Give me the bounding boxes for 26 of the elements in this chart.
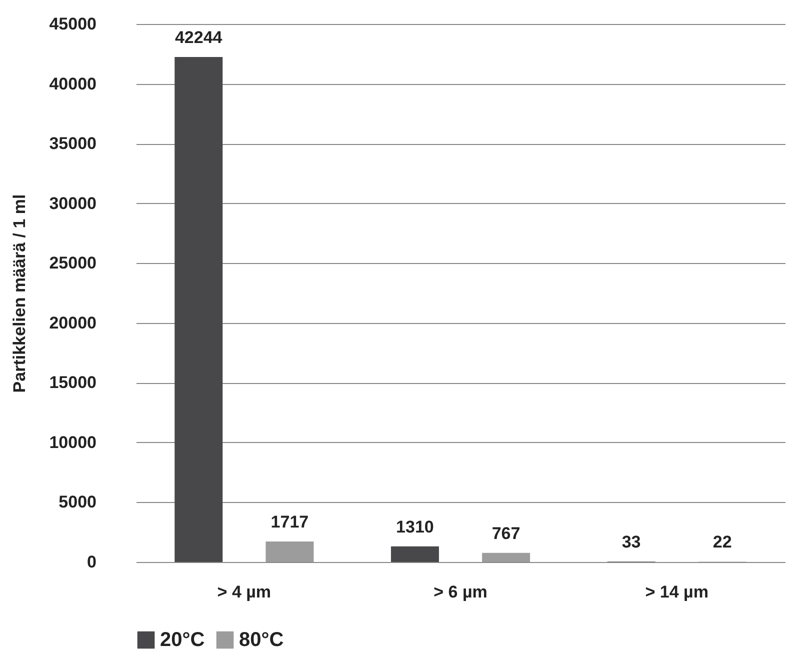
legend-label: 80°C (239, 629, 284, 651)
y-axis-title: Partikkelien määrä / 1 ml (10, 194, 30, 393)
data-label: 1717 (270, 512, 309, 532)
data-label: 767 (492, 524, 520, 543)
bar (482, 552, 530, 562)
y-tick-label: 40000 (49, 74, 96, 94)
y-tick-label: 25000 (49, 254, 96, 273)
bar (390, 546, 439, 562)
data-label: 22 (712, 532, 732, 552)
y-tick-label: 20000 (49, 313, 96, 332)
data-label: 42244 (174, 28, 223, 47)
bar (174, 56, 223, 562)
data-label: 33 (622, 532, 641, 552)
y-tick-label: 0 (87, 552, 96, 572)
y-tick-label: 35000 (49, 134, 96, 154)
y-tick-label: 15000 (49, 373, 96, 392)
y-tick-label: 10000 (49, 432, 96, 452)
y-tick-label: 5000 (58, 492, 96, 512)
x-tick-label: > 4 µm (217, 582, 272, 602)
y-tick-label: 30000 (49, 194, 96, 213)
x-tick-label: > 6 µm (434, 582, 488, 602)
x-tick-label: > 14 µm (645, 582, 708, 602)
bar (266, 541, 314, 562)
y-tick-label: 45000 (49, 14, 96, 34)
data-label: 1310 (396, 517, 434, 536)
legend-label: 20°C (160, 629, 205, 651)
